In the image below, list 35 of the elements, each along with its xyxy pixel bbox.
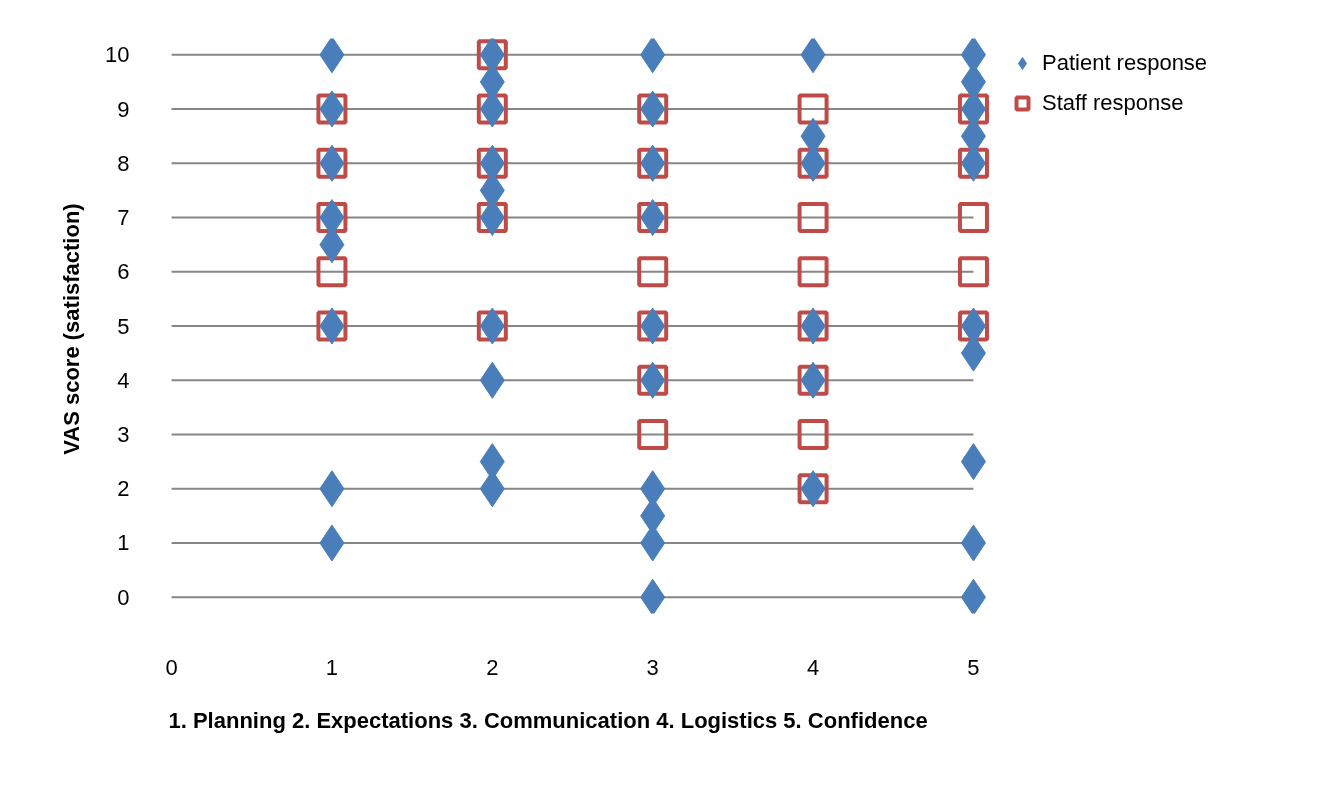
point [637, 418, 669, 450]
point [319, 38, 345, 74]
point [797, 93, 829, 125]
y-axis-title: VAS score (satisfaction) [59, 203, 85, 455]
point [797, 256, 829, 288]
y-tick-label: 4 [117, 367, 130, 393]
x-axis-title: 1. Planning 2. Expectations 3. Communication 4. Logistics 5. Confidence [168, 707, 928, 733]
point [800, 38, 826, 74]
point [640, 578, 666, 614]
x-tick-label: 5 [967, 654, 980, 680]
y-tick-label: 7 [117, 205, 130, 231]
x-tick-label: 1 [325, 654, 339, 680]
legend-label: Staff response [1042, 90, 1184, 116]
y-tick-label: 1 [117, 530, 130, 556]
x-tick-label: 4 [806, 654, 820, 680]
x-tick-label: 3 [646, 654, 659, 680]
point [797, 202, 829, 234]
x-tick-label: 0 [165, 654, 178, 680]
y-tick-label: 8 [117, 150, 130, 176]
y-tick-label: 5 [117, 313, 130, 339]
y-tick-label: 3 [117, 421, 130, 447]
point [640, 38, 666, 74]
legend-label: Patient response [1042, 50, 1208, 76]
x-tick-label: 2 [486, 654, 499, 680]
y-tick-label: 6 [117, 259, 130, 285]
y-tick-label: 9 [117, 96, 130, 122]
point [637, 256, 669, 288]
point [957, 256, 989, 288]
y-tick-label: 0 [117, 584, 130, 610]
point [957, 202, 989, 234]
point [316, 256, 348, 288]
point [960, 578, 986, 614]
point [797, 418, 829, 450]
y-tick-label: 2 [117, 476, 130, 502]
y-tick-label: 10 [105, 42, 130, 68]
